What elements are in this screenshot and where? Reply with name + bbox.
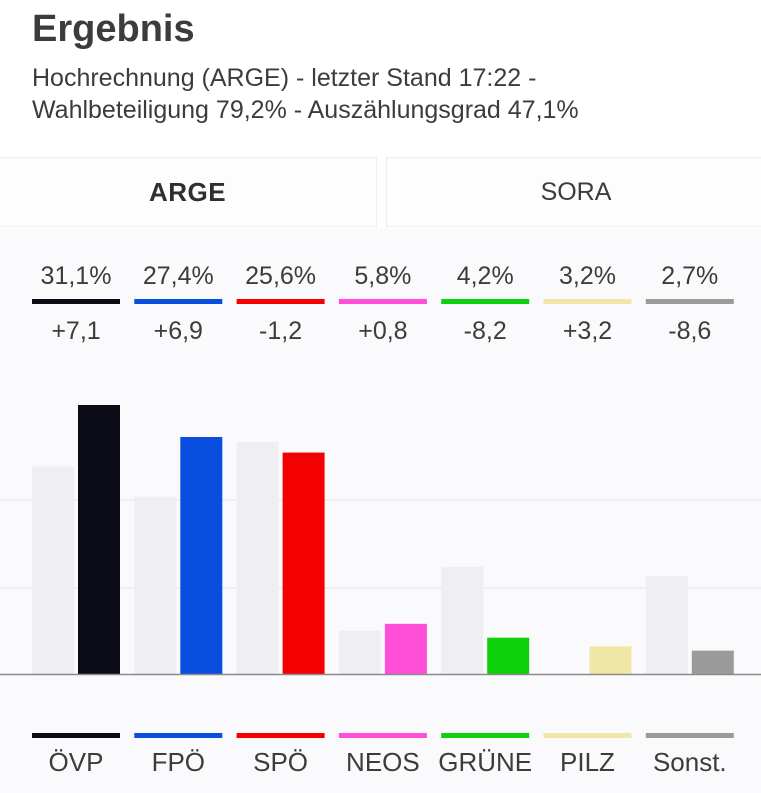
change-label: +7,1 <box>51 317 100 345</box>
category-label: GRÜNE <box>438 747 532 777</box>
legend-swatch-bottom <box>338 733 427 738</box>
bar-previous <box>236 442 279 674</box>
legend-swatch-top <box>236 299 325 304</box>
bar-previous <box>441 566 484 674</box>
percent-label: 25,6% <box>245 262 316 290</box>
category-label: PILZ <box>560 747 615 777</box>
legend-swatch-bottom <box>543 733 632 738</box>
subtitle-line-2: Wahlbeteiligung 79,2% - Auszählungsgrad … <box>32 96 579 124</box>
percent-label: 31,1% <box>41 262 112 290</box>
percent-label: 5,8% <box>354 262 411 290</box>
bar-current <box>282 452 325 674</box>
page-subtitle: Hochrechnung (ARGE) - letzter Stand 17:2… <box>32 62 732 126</box>
bar-previous <box>32 466 74 674</box>
legend-swatch-bottom <box>32 733 120 738</box>
legend-swatch-top <box>645 299 734 304</box>
tab-arge[interactable]: ARGE <box>0 157 377 227</box>
bar-current <box>589 646 632 674</box>
page-title: Ergebnis <box>32 8 195 50</box>
bar-current <box>384 623 427 674</box>
bar-previous <box>645 576 688 674</box>
change-label: +6,9 <box>154 317 203 345</box>
change-label: +0,8 <box>358 317 407 345</box>
change-label: -1,2 <box>259 317 302 345</box>
percent-label: 3,2% <box>559 262 616 290</box>
percent-label: 4,2% <box>457 262 514 290</box>
bar-current <box>691 650 734 674</box>
change-label: -8,2 <box>464 317 507 345</box>
percent-label: 27,4% <box>143 262 214 290</box>
bar-current <box>487 637 530 674</box>
bar-current <box>180 437 223 674</box>
category-label: SPÖ <box>253 747 308 777</box>
percent-label: 2,7% <box>661 262 718 290</box>
legend-swatch-bottom <box>236 733 325 738</box>
source-tabs: ARGE SORA <box>0 157 761 227</box>
bar-previous <box>134 496 177 674</box>
bar-current <box>78 405 120 674</box>
legend-swatch-top <box>32 299 120 304</box>
category-label: FPÖ <box>152 747 205 777</box>
legend-swatch-bottom <box>134 733 223 738</box>
legend-swatch-top <box>134 299 223 304</box>
category-label: NEOS <box>346 747 420 777</box>
change-label: +3,2 <box>563 317 612 345</box>
tab-sora[interactable]: SORA <box>386 157 761 227</box>
legend-swatch-top <box>441 299 530 304</box>
legend-swatch-bottom <box>441 733 530 738</box>
bar-previous <box>338 630 381 674</box>
category-label: Sonst. <box>653 747 727 777</box>
chart-area <box>0 228 761 793</box>
category-label: ÖVP <box>49 747 104 777</box>
legend-swatch-bottom <box>645 733 734 738</box>
legend-swatch-top <box>338 299 427 304</box>
change-label: -8,6 <box>668 317 711 345</box>
subtitle-line-1: Hochrechnung (ARGE) - letzter Stand 17:2… <box>32 64 537 92</box>
legend-swatch-top <box>543 299 632 304</box>
